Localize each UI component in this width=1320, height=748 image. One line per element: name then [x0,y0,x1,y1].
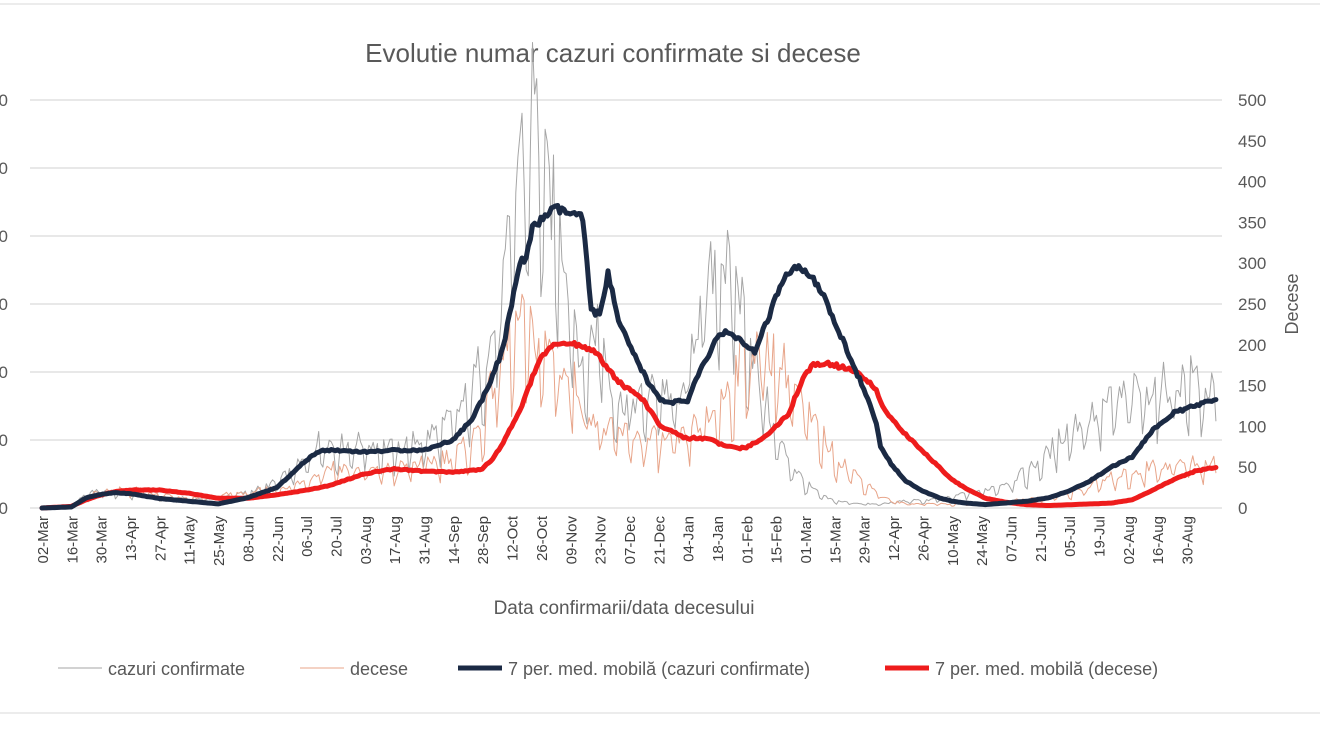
y-right-tick-label: 100 [1238,417,1266,436]
y-left-tick-label: 0 [0,295,8,314]
x-tick-label: 21-Dec [651,516,668,565]
x-tick-label: 18-Jan [710,516,727,562]
x-tick-label: 20-Jul [328,516,345,557]
legend-label: decese [350,659,408,679]
y-axis-left: 0 0 0 0 0 0 0 [0,91,8,518]
x-tick-label: 13-Apr [123,516,140,561]
x-tick-label: 27-Apr [152,516,169,561]
x-tick-label: 17-Aug [387,516,404,564]
y-left-tick-label: 0 [0,91,8,110]
x-tick-label: 12-Oct [505,515,522,561]
y-left-tick-label: 0 [0,227,8,246]
y-axis-right-label: Decese [1282,273,1302,334]
x-tick-label: 22-Jun [270,516,287,562]
x-tick-label: 16-Mar [64,516,81,564]
x-tick-label: 31-Aug [417,516,434,564]
x-tick-label: 03-Aug [358,516,375,564]
series-line-0 [41,42,1217,509]
legend-label: 7 per. med. mobilă (decese) [935,659,1158,679]
x-tick-label: 30-Aug [1180,516,1197,564]
x-tick-label: 05-Jul [1062,516,1079,557]
series-group [39,42,1219,511]
x-tick-label: 30-Mar [94,516,111,564]
series-line-2 [39,203,1219,511]
y-right-tick-label: 150 [1238,377,1266,396]
y-left-tick-label: 0 [0,363,8,382]
x-tick-label: 01-Feb [739,516,756,564]
x-tick-label: 04-Jan [681,516,698,562]
x-tick-label: 10-May [945,516,962,567]
x-axis: 02-Mar 16-Mar 30-Mar 13-Apr 27-Apr 11-May 25-M… [35,515,1197,566]
y-right-tick-label: 500 [1238,91,1266,110]
y-right-tick-label: 350 [1238,213,1266,232]
x-tick-label: 12-Apr [886,516,903,561]
y-right-tick-label: 200 [1238,336,1266,355]
gridlines [30,99,1222,509]
x-tick-label: 28-Sep [475,516,492,564]
x-tick-label: 26-Apr [915,516,932,561]
x-tick-label: 21-Jun [1033,516,1050,562]
y-right-tick-label: 250 [1238,295,1266,314]
y-axis-right: 0 50 100 150 200 250 300 350 400 450 500 [1238,91,1266,518]
y-right-tick-label: 300 [1238,254,1266,273]
x-axis-label: Data confirmarii/data decesului [494,598,755,619]
x-tick-label: 15-Feb [769,516,786,564]
x-tick-label: 02-Aug [1121,516,1138,564]
y-right-tick-label: 400 [1238,173,1266,192]
x-tick-label: 11-May [182,516,199,565]
y-right-tick-label: 450 [1238,132,1266,151]
y-left-tick-label: 0 [0,499,8,518]
series-line-1 [41,293,1217,509]
x-tick-label: 23-Nov [593,516,610,565]
legend-label: cazuri confirmate [108,659,245,679]
x-tick-label: 24-May [974,516,991,567]
x-tick-label: 08-Jun [240,516,257,562]
chart-title: Evolutie numar cazuri confirmate si dece… [365,38,861,68]
legend-label: 7 per. med. mobilă (cazuri confirmate) [508,659,810,679]
x-tick-label: 07-Jun [1003,516,1020,562]
x-tick-label: 29-Mar [857,516,874,564]
y-left-tick-label: 0 [0,431,8,450]
x-tick-label: 01-Mar [798,516,815,564]
x-tick-label: 02-Mar [35,516,52,564]
y-right-tick-label: 0 [1238,499,1247,518]
x-tick-label: 07-Dec [622,516,639,565]
x-tick-label: 16-Aug [1150,516,1167,564]
x-tick-label: 14-Sep [446,516,463,564]
y-left-tick-label: 0 [0,159,8,178]
x-tick-label: 19-Jul [1092,516,1109,557]
x-tick-label: 25-May [211,516,228,567]
x-tick-label: 15-Mar [827,516,844,564]
x-tick-label: 06-Jul [299,516,316,557]
legend: cazuri confirmate decese 7 per. med. mobil… [58,659,1158,679]
x-tick-label: 26-Oct [534,515,551,561]
x-tick-label: 09-Nov [563,516,580,565]
y-right-tick-label: 50 [1238,458,1257,477]
